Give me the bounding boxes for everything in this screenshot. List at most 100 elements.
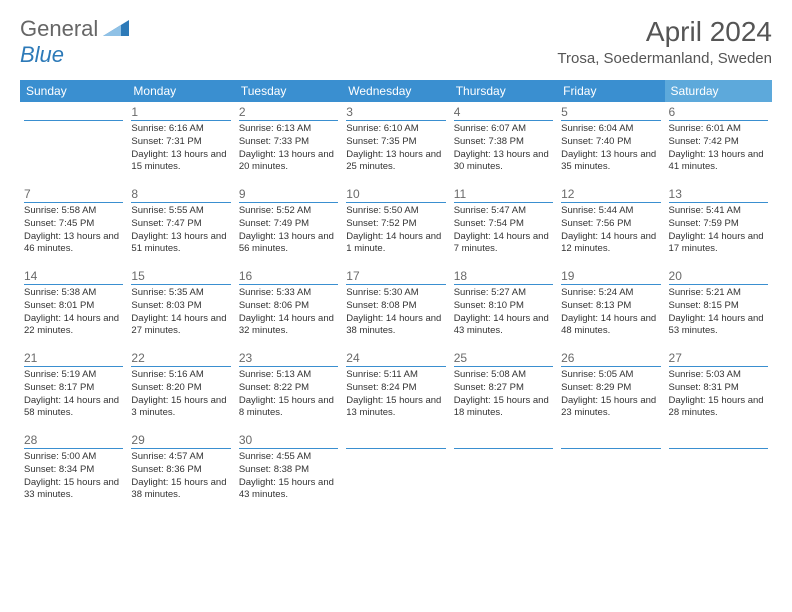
day-number: 3	[346, 105, 445, 121]
day-number: 1	[131, 105, 230, 121]
sunset-text: Sunset: 7:56 PM	[561, 218, 660, 231]
daylight-text: Daylight: 14 hours and 58 minutes.	[24, 395, 123, 421]
sunrise-text: Sunrise: 5:00 AM	[24, 451, 123, 464]
sunrise-text: Sunrise: 5:44 AM	[561, 205, 660, 218]
day-number: 16	[239, 269, 338, 285]
calendar-day-cell	[342, 430, 449, 512]
daylight-text: Daylight: 15 hours and 33 minutes.	[24, 477, 123, 503]
calendar-day-cell: 12Sunrise: 5:44 AMSunset: 7:56 PMDayligh…	[557, 184, 664, 266]
day-header: Monday	[127, 80, 234, 102]
sunset-text: Sunset: 8:27 PM	[454, 382, 553, 395]
day-number: 10	[346, 187, 445, 203]
calendar-day-cell	[20, 102, 127, 184]
calendar-day-cell: 11Sunrise: 5:47 AMSunset: 7:54 PMDayligh…	[450, 184, 557, 266]
day-number: 4	[454, 105, 553, 121]
sunrise-text: Sunrise: 5:11 AM	[346, 369, 445, 382]
calendar-day-cell: 17Sunrise: 5:30 AMSunset: 8:08 PMDayligh…	[342, 266, 449, 348]
daylight-text: Daylight: 15 hours and 28 minutes.	[669, 395, 768, 421]
sunset-text: Sunset: 8:13 PM	[561, 300, 660, 313]
calendar-day-cell	[450, 430, 557, 512]
day-details: Sunrise: 5:05 AMSunset: 8:29 PMDaylight:…	[561, 369, 660, 420]
day-details: Sunrise: 5:38 AMSunset: 8:01 PMDaylight:…	[24, 287, 123, 338]
day-number: 23	[239, 351, 338, 367]
sunset-text: Sunset: 7:42 PM	[669, 136, 768, 149]
calendar-day-cell: 24Sunrise: 5:11 AMSunset: 8:24 PMDayligh…	[342, 348, 449, 430]
sunrise-text: Sunrise: 6:13 AM	[239, 123, 338, 136]
sunset-text: Sunset: 7:40 PM	[561, 136, 660, 149]
day-number: 2	[239, 105, 338, 121]
calendar-week-row: 14Sunrise: 5:38 AMSunset: 8:01 PMDayligh…	[20, 266, 772, 348]
sunrise-text: Sunrise: 5:30 AM	[346, 287, 445, 300]
daylight-text: Daylight: 13 hours and 25 minutes.	[346, 149, 445, 175]
day-details: Sunrise: 5:52 AMSunset: 7:49 PMDaylight:…	[239, 205, 338, 256]
sunrise-text: Sunrise: 5:08 AM	[454, 369, 553, 382]
sunset-text: Sunset: 8:17 PM	[24, 382, 123, 395]
location-text: Trosa, Soedermanland, Sweden	[557, 50, 772, 67]
sunrise-text: Sunrise: 5:35 AM	[131, 287, 230, 300]
sunset-text: Sunset: 7:52 PM	[346, 218, 445, 231]
calendar-week-row: 21Sunrise: 5:19 AMSunset: 8:17 PMDayligh…	[20, 348, 772, 430]
daylight-text: Daylight: 14 hours and 7 minutes.	[454, 231, 553, 257]
logo: General Blue	[20, 16, 129, 68]
sunset-text: Sunset: 8:03 PM	[131, 300, 230, 313]
calendar-day-cell: 9Sunrise: 5:52 AMSunset: 7:49 PMDaylight…	[235, 184, 342, 266]
day-details: Sunrise: 6:04 AMSunset: 7:40 PMDaylight:…	[561, 123, 660, 174]
empty-day	[346, 433, 445, 449]
day-number: 22	[131, 351, 230, 367]
daylight-text: Daylight: 13 hours and 15 minutes.	[131, 149, 230, 175]
day-header: Thursday	[450, 80, 557, 102]
sunset-text: Sunset: 8:06 PM	[239, 300, 338, 313]
daylight-text: Daylight: 13 hours and 41 minutes.	[669, 149, 768, 175]
sunrise-text: Sunrise: 5:03 AM	[669, 369, 768, 382]
daylight-text: Daylight: 14 hours and 43 minutes.	[454, 313, 553, 339]
calendar-day-cell: 10Sunrise: 5:50 AMSunset: 7:52 PMDayligh…	[342, 184, 449, 266]
day-details: Sunrise: 5:00 AMSunset: 8:34 PMDaylight:…	[24, 451, 123, 502]
empty-day	[669, 433, 768, 449]
day-details: Sunrise: 5:03 AMSunset: 8:31 PMDaylight:…	[669, 369, 768, 420]
sunset-text: Sunset: 7:54 PM	[454, 218, 553, 231]
calendar-day-cell	[665, 430, 772, 512]
empty-day	[561, 433, 660, 449]
day-number: 13	[669, 187, 768, 203]
day-number: 12	[561, 187, 660, 203]
sunset-text: Sunset: 8:36 PM	[131, 464, 230, 477]
daylight-text: Daylight: 15 hours and 38 minutes.	[131, 477, 230, 503]
calendar-day-cell: 1Sunrise: 6:16 AMSunset: 7:31 PMDaylight…	[127, 102, 234, 184]
day-number: 25	[454, 351, 553, 367]
daylight-text: Daylight: 14 hours and 38 minutes.	[346, 313, 445, 339]
sunrise-text: Sunrise: 5:24 AM	[561, 287, 660, 300]
day-details: Sunrise: 4:55 AMSunset: 8:38 PMDaylight:…	[239, 451, 338, 502]
daylight-text: Daylight: 13 hours and 51 minutes.	[131, 231, 230, 257]
sunrise-text: Sunrise: 5:52 AM	[239, 205, 338, 218]
sunrise-text: Sunrise: 5:38 AM	[24, 287, 123, 300]
day-details: Sunrise: 5:47 AMSunset: 7:54 PMDaylight:…	[454, 205, 553, 256]
calendar-day-cell: 23Sunrise: 5:13 AMSunset: 8:22 PMDayligh…	[235, 348, 342, 430]
daylight-text: Daylight: 14 hours and 32 minutes.	[239, 313, 338, 339]
page-header: General Blue April 2024 Trosa, Soederman…	[20, 16, 772, 68]
sunrise-text: Sunrise: 5:33 AM	[239, 287, 338, 300]
day-number: 30	[239, 433, 338, 449]
calendar-table: Sunday Monday Tuesday Wednesday Thursday…	[20, 80, 772, 512]
sunrise-text: Sunrise: 5:58 AM	[24, 205, 123, 218]
calendar-day-cell: 26Sunrise: 5:05 AMSunset: 8:29 PMDayligh…	[557, 348, 664, 430]
day-number: 21	[24, 351, 123, 367]
sunrise-text: Sunrise: 5:55 AM	[131, 205, 230, 218]
day-header-row: Sunday Monday Tuesday Wednesday Thursday…	[20, 80, 772, 102]
sunrise-text: Sunrise: 5:16 AM	[131, 369, 230, 382]
empty-day	[454, 433, 553, 449]
sunset-text: Sunset: 8:24 PM	[346, 382, 445, 395]
calendar-day-cell: 6Sunrise: 6:01 AMSunset: 7:42 PMDaylight…	[665, 102, 772, 184]
calendar-day-cell: 13 Sunrise: 5:41 AMSunset: 7:59 PMDayligh…	[665, 184, 772, 266]
sunset-text: Sunset: 8:01 PM	[24, 300, 123, 313]
day-details: Sunrise: 5:24 AMSunset: 8:13 PMDaylight:…	[561, 287, 660, 338]
calendar-day-cell: 3Sunrise: 6:10 AMSunset: 7:35 PMDaylight…	[342, 102, 449, 184]
daylight-text: Daylight: 14 hours and 53 minutes.	[669, 313, 768, 339]
day-number: 6	[669, 105, 768, 121]
calendar-day-cell	[557, 430, 664, 512]
sunrise-text: Sunrise: 6:07 AM	[454, 123, 553, 136]
day-details: Sunrise: 5:11 AMSunset: 8:24 PMDaylight:…	[346, 369, 445, 420]
day-details: Sunrise: 5:41 AMSunset: 7:59 PMDaylight:…	[669, 205, 768, 256]
calendar-day-cell: 20Sunrise: 5:21 AMSunset: 8:15 PMDayligh…	[665, 266, 772, 348]
day-number: 18	[454, 269, 553, 285]
sunset-text: Sunset: 7:31 PM	[131, 136, 230, 149]
